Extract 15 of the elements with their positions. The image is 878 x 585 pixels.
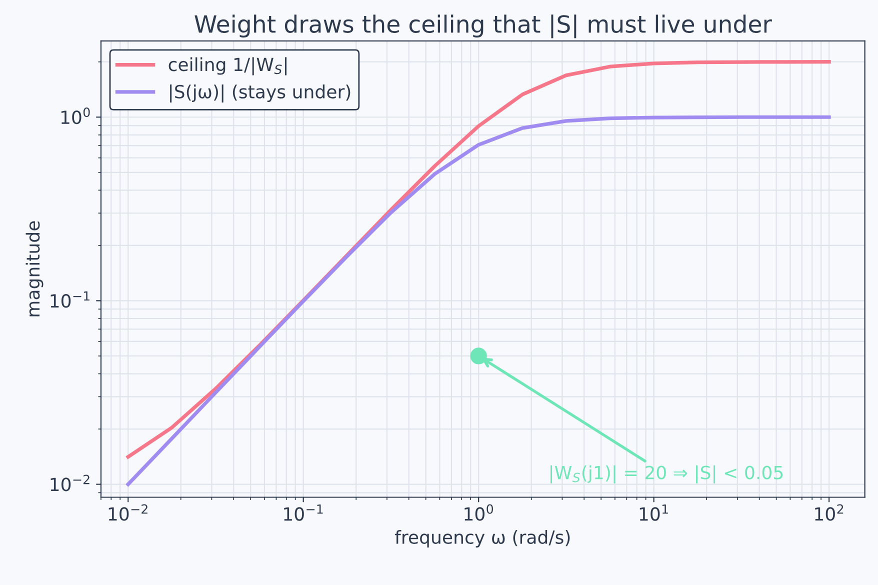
x-tick-label: 10$^{1}$ <box>640 504 668 521</box>
x-tick-label: 10$^{−1}$ <box>284 504 323 521</box>
y-axis-title: magnitude <box>26 221 44 316</box>
x-tick-label: 10$^{0}$ <box>464 504 494 521</box>
x-tick-label: 10$^{−2}$ <box>108 504 148 521</box>
y-tick-label: 10$^{−2}$ <box>50 474 90 492</box>
annotation: |W$_{S}$(j1)| = 20 ⇒ |S| < 0.05 <box>550 465 783 484</box>
x-tick-label: 10$^{2}$ <box>815 504 844 521</box>
chart-title: Weight draws the ceiling that |S| must live under <box>194 14 772 38</box>
legend-label: ceiling 1/|W$_{S}$| <box>168 57 286 76</box>
y-tick-label: 10$^{0}$ <box>61 108 90 124</box>
y-tick-label: 10$^{−1}$ <box>50 291 90 308</box>
legend-label: |S(jω)| (stays under) <box>170 84 350 103</box>
x-axis-title: frequency ω (rad/s) <box>394 530 570 548</box>
line-series <box>126 115 831 486</box>
